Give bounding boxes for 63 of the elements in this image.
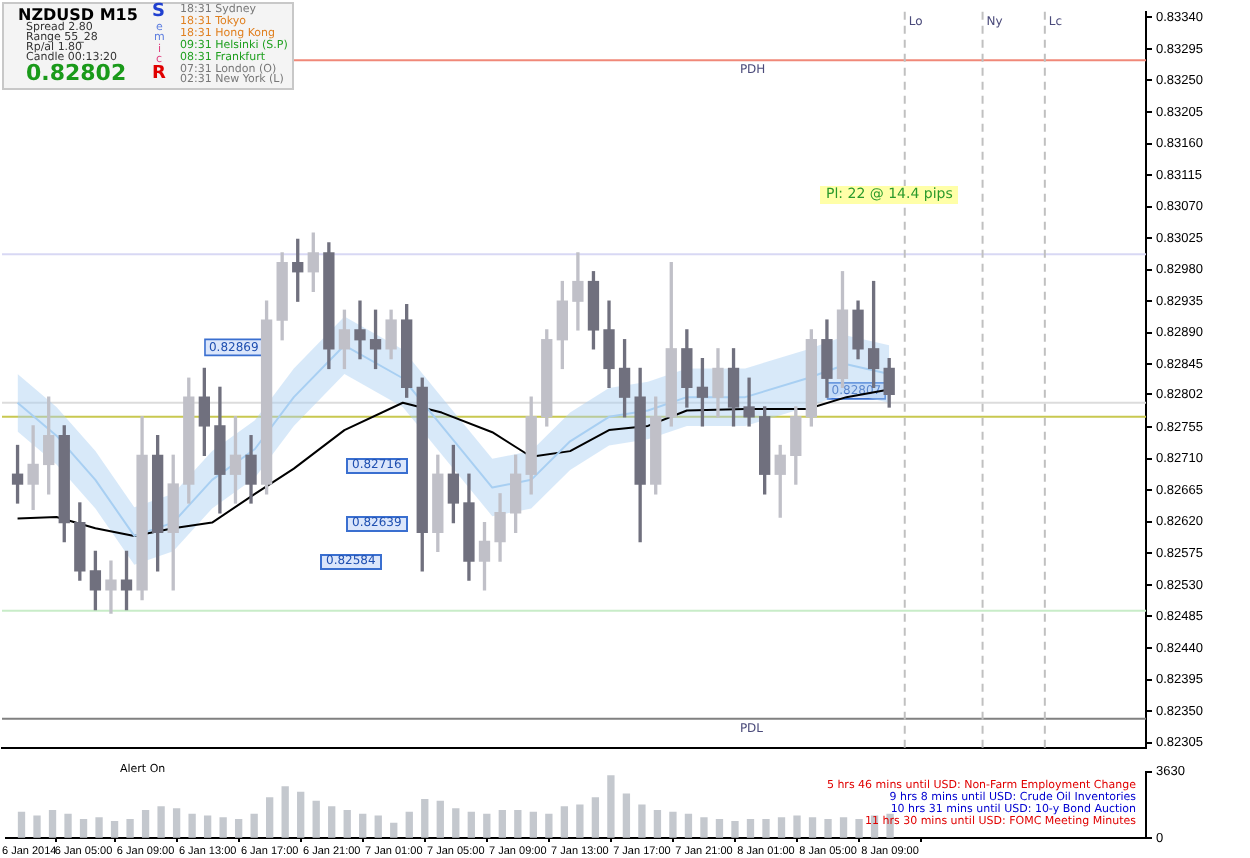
candlestick [105, 560, 117, 614]
bar [622, 793, 631, 838]
bar [343, 809, 351, 838]
annotation: 0.82802 [26, 60, 127, 86]
bar [669, 811, 677, 838]
annotation: S [152, 2, 165, 22]
bar [79, 819, 88, 838]
candlestick [27, 425, 39, 510]
bar [824, 819, 832, 838]
bar [266, 797, 274, 838]
bar [374, 815, 382, 838]
bar [591, 797, 600, 838]
bar [700, 817, 708, 838]
bar [110, 820, 119, 838]
bar [281, 786, 289, 838]
bar [467, 811, 475, 838]
bar [250, 813, 258, 838]
bar [855, 819, 863, 838]
bar [638, 804, 646, 838]
bar [126, 819, 134, 838]
annotation: R [152, 64, 166, 84]
bar [188, 813, 196, 838]
bar [33, 815, 41, 838]
bar [141, 809, 150, 838]
bar [48, 809, 57, 838]
bar [452, 808, 460, 838]
bar [793, 815, 801, 838]
bar [203, 815, 212, 838]
bar [684, 813, 693, 838]
candlestick [354, 300, 366, 360]
bar [234, 819, 243, 838]
bar [731, 820, 739, 838]
chart-title: NZDUSD M15 [18, 6, 138, 24]
bar [560, 806, 569, 838]
candlestick [743, 377, 755, 427]
bar [95, 817, 103, 838]
bar [219, 817, 227, 838]
bar [312, 800, 320, 838]
bar [514, 809, 522, 838]
bar [172, 808, 181, 838]
bar [64, 813, 72, 838]
bar [157, 806, 165, 838]
bar [576, 804, 584, 838]
bar [390, 822, 398, 838]
bar [653, 809, 662, 838]
bar [421, 799, 429, 838]
bar [777, 817, 786, 838]
bar [498, 809, 506, 838]
bar [715, 819, 724, 838]
bar [607, 775, 615, 838]
bar [436, 800, 444, 838]
bar [529, 811, 537, 838]
bar [405, 811, 413, 838]
bar [746, 819, 755, 838]
bar [545, 813, 553, 838]
bar [297, 791, 305, 838]
bar [359, 813, 367, 838]
bar [808, 817, 817, 838]
bar [328, 806, 336, 838]
bar [762, 819, 770, 838]
bar [17, 811, 26, 838]
bar [839, 817, 848, 838]
bar [483, 813, 491, 838]
